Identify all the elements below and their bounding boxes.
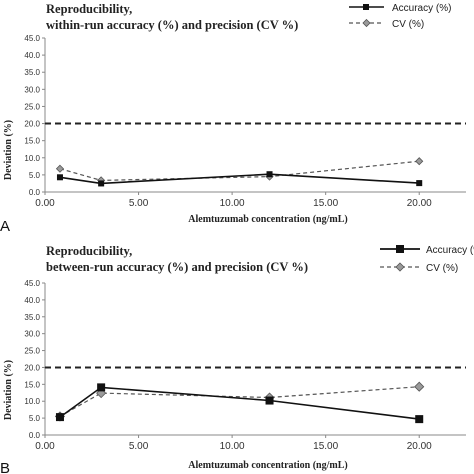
panel-b-y-tick-label: 20.0 — [24, 363, 40, 372]
panel-a: Reproducibility, within-run accuracy (%)… — [0, 2, 466, 235]
panel-a-title-line-1: Reproducibility, — [46, 2, 132, 16]
panel-b-x-tick-label: 15.00 — [313, 441, 338, 452]
panel-a-accuracy-point — [266, 171, 273, 178]
panel-b-y-tick-label: 0.0 — [29, 431, 41, 440]
panel-b-accuracy-series-line — [59, 386, 420, 420]
panel-b-x-tick-label: 0.00 — [35, 441, 55, 452]
panel-a-y-tick-label: 20.0 — [24, 120, 40, 129]
panel-a-x-tick-label: 10.00 — [220, 198, 245, 209]
panel-b-plot: 0.0 5.0 10.0 15.0 20.0 25.0 30.0 35.0 40.0 45.0 0… — [24, 279, 466, 452]
panel-a-x-tick-label: 5.00 — [129, 198, 149, 209]
panel-b-accuracy-point — [415, 415, 424, 424]
panel-b-y-tick-label: 10.0 — [24, 397, 40, 406]
panel-a-y-tick-label: 35.0 — [24, 68, 40, 77]
panel-a-y-tick-label: 45.0 — [24, 34, 40, 43]
panel-a-x-tick-label: 0.00 — [35, 198, 55, 209]
panel-a-y-tick-label: 40.0 — [24, 51, 40, 60]
panel-b: Reproducibility, between-run accuracy (%… — [0, 244, 474, 474]
panel-b-y-tick-label: 40.0 — [24, 296, 40, 305]
panel-a-legend-accuracy-label: Accuracy (%) — [392, 3, 451, 14]
panel-a-title-line-2: within-run accuracy (%) and precision (C… — [46, 18, 298, 32]
panel-b-y-tick-label: 30.0 — [24, 330, 40, 339]
panel-b-accuracy-point — [55, 413, 64, 422]
panel-b-y-tick-label: 25.0 — [24, 347, 40, 356]
panel-b-y-axis-label: Deviation (%) — [3, 360, 14, 420]
panel-a-x-tick-label: 15.00 — [313, 198, 338, 209]
panel-a-label: A — [0, 218, 10, 235]
panel-b-x-tick-label: 5.00 — [129, 441, 149, 452]
panel-b-accuracy-point — [97, 383, 106, 392]
panel-a-legend-accuracy-marker — [363, 4, 369, 10]
panel-a-x-axis-label: Alemtuzumab concentration (ng/mL) — [188, 214, 347, 225]
panel-b-title-line-1: Reproducibility, — [46, 244, 132, 258]
panel-a-cv-point — [415, 157, 424, 166]
panel-b-y-tick-label: 15.0 — [24, 380, 40, 389]
panel-b-accuracy-point — [265, 396, 274, 405]
panel-a-accuracy-point — [416, 180, 423, 187]
panel-b-legend-accuracy-label: Accuracy (%) — [426, 245, 474, 256]
panel-b-x-axis-label: Alemtuzumab concentration (ng/mL) — [188, 460, 347, 471]
panel-a-y-tick-label: 5.0 — [29, 171, 41, 180]
panel-b-cv-series-line — [59, 386, 420, 417]
panel-a-x-tick-label: 20.00 — [407, 198, 432, 209]
panel-a-legend-cv-label: CV (%) — [392, 19, 424, 30]
panel-b-legend-cv-label: CV (%) — [426, 263, 458, 274]
panel-a-y-tick-label: 30.0 — [24, 85, 40, 94]
panel-b-legend: Accuracy (%) CV (%) — [380, 245, 474, 274]
panel-a-y-tick-label: 0.0 — [29, 188, 41, 197]
panel-a-cv-series-line — [59, 160, 420, 182]
panel-b-legend-cv-marker — [395, 262, 405, 272]
panel-a-legend: Accuracy (%) CV (%) — [349, 3, 451, 30]
panel-a-accuracy-point — [56, 174, 63, 181]
panel-a-plot: 0.0 5.0 10.0 15.0 20.0 25.0 30.0 35.0 40.0 45.0 0… — [24, 34, 466, 209]
panel-b-y-tick-label: 35.0 — [24, 313, 40, 322]
panel-b-x-tick-label: 10.00 — [220, 441, 245, 452]
panel-b-y-tick-label: 45.0 — [24, 279, 40, 288]
panel-a-y-tick-label: 15.0 — [24, 137, 40, 146]
panel-a-y-tick-label: 10.0 — [24, 154, 40, 163]
panel-b-title-line-2: between-run accuracy (%) and precision (… — [46, 260, 308, 274]
panel-b-legend-accuracy-marker — [396, 245, 404, 253]
panel-b-cv-point — [414, 381, 425, 392]
panel-a-legend-cv-marker — [362, 18, 371, 28]
panel-b-x-tick-label: 20.00 — [407, 441, 432, 452]
panel-b-label: B — [0, 460, 10, 474]
panel-a-y-tick-label: 25.0 — [24, 102, 40, 111]
panel-b-y-tick-label: 5.0 — [29, 414, 41, 423]
panel-a-accuracy-series-line — [59, 173, 420, 185]
panel-a-accuracy-point — [98, 180, 105, 187]
panel-a-cv-point — [55, 164, 65, 173]
panel-a-y-axis-label: Deviation (%) — [3, 120, 14, 180]
